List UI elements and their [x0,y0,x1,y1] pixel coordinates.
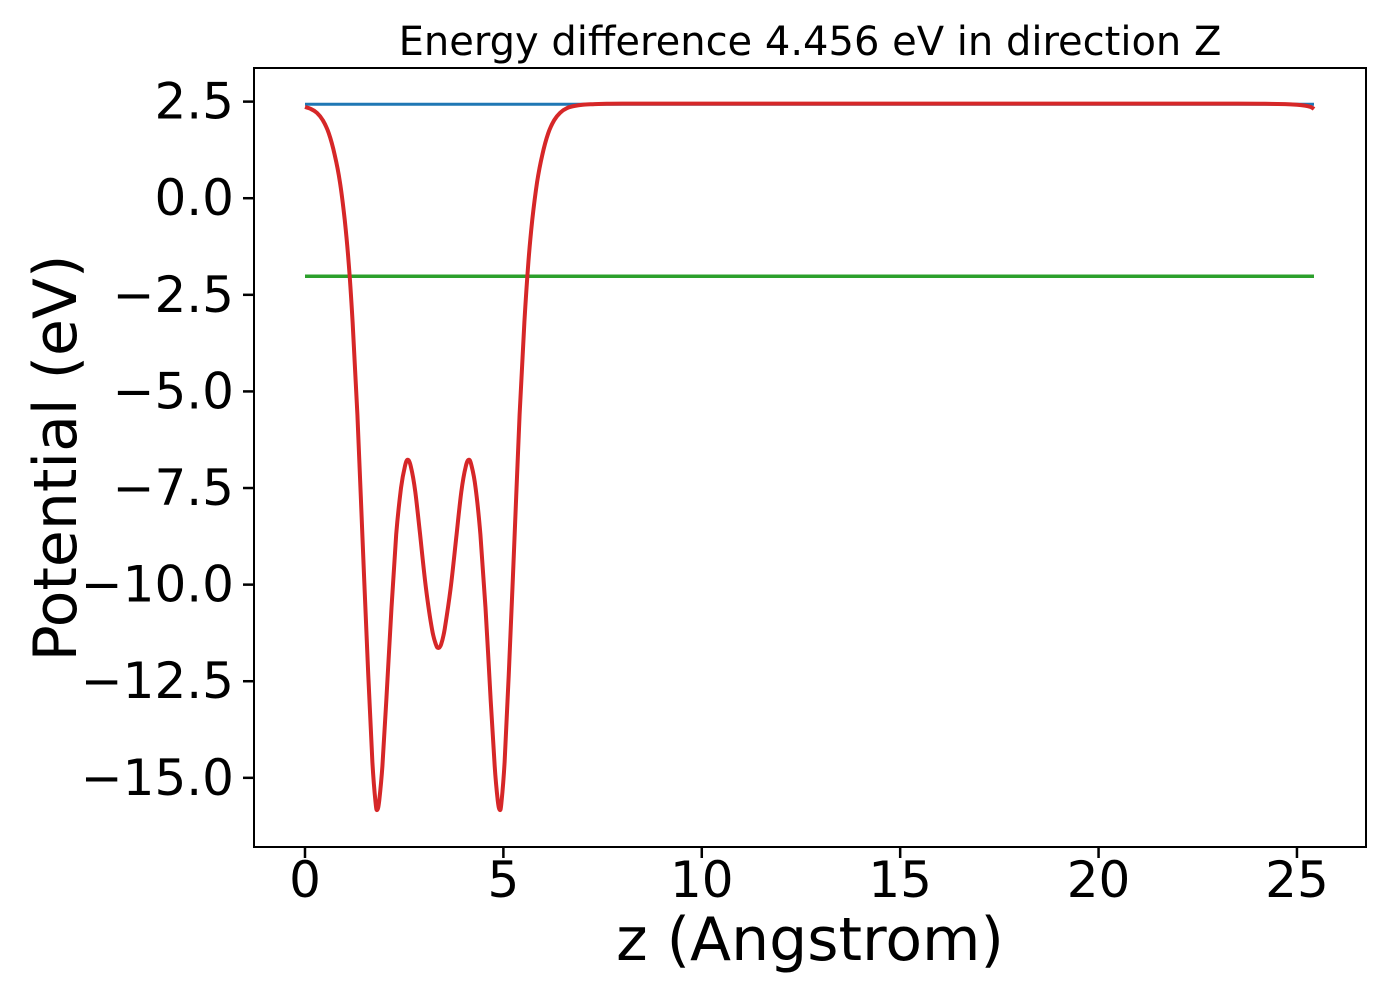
y-tick-label: −5.0 [113,362,234,420]
x-tick-label: 15 [868,851,932,909]
chart-title: Energy difference 4.456 eV in direction … [399,19,1222,65]
y-tick-label: −12.5 [81,652,234,710]
y-axis-label: Potential (eV) [21,255,91,662]
x-axis-label: z (Angstrom) [616,905,1004,975]
x-tick-label: 5 [487,851,519,909]
potential-curve [304,101,1316,813]
y-tick-label: −15.0 [81,749,234,807]
plot-area [254,68,1366,847]
y-tick-label: −7.5 [113,459,234,517]
y-tick-label: −2.5 [113,266,234,324]
x-tick-label: 20 [1067,851,1131,909]
x-tick-label: 10 [670,851,734,909]
y-tick-label: 2.5 [154,73,234,131]
y-tick-label: 0.0 [154,169,234,227]
y-axis: 2.5 0.0 −2.5 −5.0 −7.5 −10.0 −12.5 −15.0 [81,73,254,807]
x-tick-label: 0 [289,851,321,909]
axes-spines [253,67,1367,848]
series-layer [304,101,1316,813]
y-tick-label: −10.0 [81,556,234,614]
x-tick-label: 25 [1265,851,1329,909]
x-axis: 0 5 10 15 20 25 [289,847,1329,909]
